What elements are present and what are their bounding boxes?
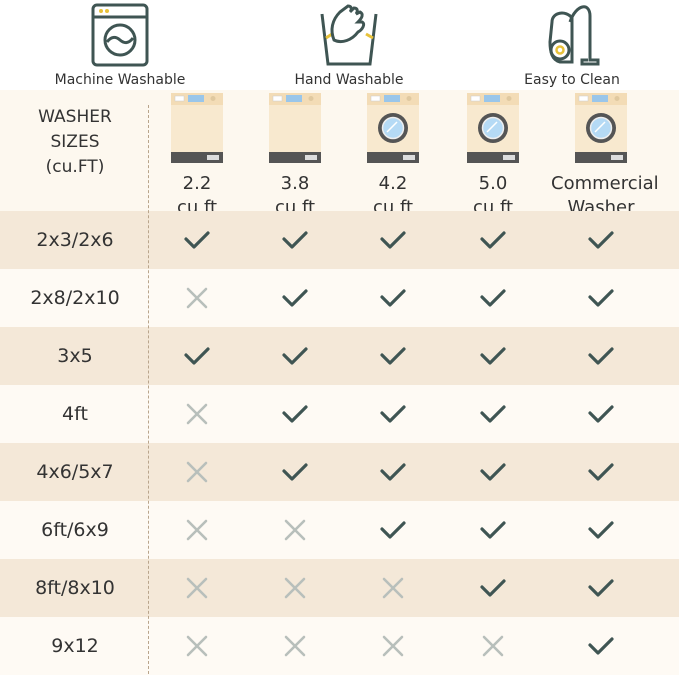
table-row: 8ft/8x10: [0, 559, 679, 617]
check-icon: [588, 285, 614, 311]
cross-icon: [184, 633, 210, 659]
feature-label: Machine Washable: [54, 72, 186, 88]
cross-icon: [380, 575, 406, 601]
check-icon: [282, 285, 308, 311]
cross-icon: [282, 633, 308, 659]
rug-size: 2x8/2x10: [30, 287, 120, 309]
check-icon: [282, 343, 308, 369]
feature-machine-washable: Machine Washable: [20, 0, 220, 88]
washing-machine-icon: [91, 3, 149, 67]
washer-icon: [171, 93, 223, 163]
hand-wash-icon: [320, 4, 378, 66]
table-row: 3x5: [0, 327, 679, 385]
capacity-value: 5.0: [478, 173, 508, 194]
check-icon: [380, 343, 406, 369]
table-row: 2x8/2x10: [0, 269, 679, 327]
washer-icon: [467, 93, 519, 163]
check-icon: [588, 575, 614, 601]
check-icon: [588, 517, 614, 543]
washer-icon: [269, 93, 321, 163]
table-header: [0, 90, 679, 211]
rug-size: 4x6/5x7: [36, 461, 114, 483]
column-divider: [148, 105, 149, 674]
check-icon: [380, 401, 406, 427]
washer-column-header: Commercial Washer: [551, 92, 659, 220]
cross-icon: [184, 285, 210, 311]
cross-icon: [282, 575, 308, 601]
washer-sizes-header: WASHER SIZES (cu.FT): [10, 105, 140, 180]
check-icon: [380, 285, 406, 311]
check-icon: [282, 459, 308, 485]
capacity-value: 3.8: [280, 173, 310, 194]
cross-icon: [184, 459, 210, 485]
cross-icon: [184, 575, 210, 601]
washer-column-header: 4.2 cu ft: [343, 92, 443, 220]
washer-icon: [367, 93, 419, 163]
rug-size: 6ft/6x9: [41, 519, 109, 541]
check-icon: [380, 517, 406, 543]
check-icon: [480, 459, 506, 485]
feature-label: Hand Washable: [294, 72, 404, 88]
check-icon: [184, 227, 210, 253]
rug-size: 3x5: [57, 345, 93, 367]
check-icon: [380, 227, 406, 253]
header-line: (cu.FT): [45, 157, 105, 177]
check-icon: [480, 517, 506, 543]
check-icon: [282, 227, 308, 253]
cross-icon: [184, 401, 210, 427]
check-icon: [380, 459, 406, 485]
table-row: 4ft: [0, 385, 679, 443]
check-icon: [282, 401, 308, 427]
feature-hand-washable: Hand Washable: [249, 0, 449, 88]
washer-column-header: 3.8 cu ft: [245, 92, 345, 220]
cross-icon: [480, 633, 506, 659]
check-icon: [480, 343, 506, 369]
rug-size: 2x3/2x6: [36, 229, 114, 251]
feature-easy-to-clean: Easy to Clean: [472, 0, 672, 88]
check-icon: [480, 285, 506, 311]
capacity-value: Commercial: [551, 173, 659, 194]
table-row: 4x6/5x7: [0, 443, 679, 501]
cross-icon: [282, 517, 308, 543]
table-row: 6ft/6x9: [0, 501, 679, 559]
capacity-value: 4.2: [378, 173, 408, 194]
washer-column-header: 2.2 cu ft: [147, 92, 247, 220]
check-icon: [588, 401, 614, 427]
rug-size: 8ft/8x10: [35, 577, 115, 599]
header-line: SIZES: [50, 132, 100, 152]
table-row: 9x12: [0, 617, 679, 675]
check-icon: [588, 227, 614, 253]
check-icon: [588, 343, 614, 369]
check-icon: [480, 227, 506, 253]
check-icon: [480, 401, 506, 427]
table-row: 2x3/2x6: [0, 211, 679, 269]
header-line: WASHER: [38, 107, 112, 127]
check-icon: [588, 633, 614, 659]
vacuum-cleaner-icon: [548, 5, 600, 66]
check-icon: [184, 343, 210, 369]
washer-column-header: 5.0 cu ft: [443, 92, 543, 220]
rug-size: 4ft: [62, 403, 88, 425]
check-icon: [588, 459, 614, 485]
rug-size: 9x12: [51, 635, 99, 657]
cross-icon: [184, 517, 210, 543]
check-icon: [480, 575, 506, 601]
washer-icon: [575, 93, 627, 163]
cross-icon: [380, 633, 406, 659]
feature-label: Easy to Clean: [524, 72, 620, 88]
capacity-value: 2.2: [182, 173, 212, 194]
